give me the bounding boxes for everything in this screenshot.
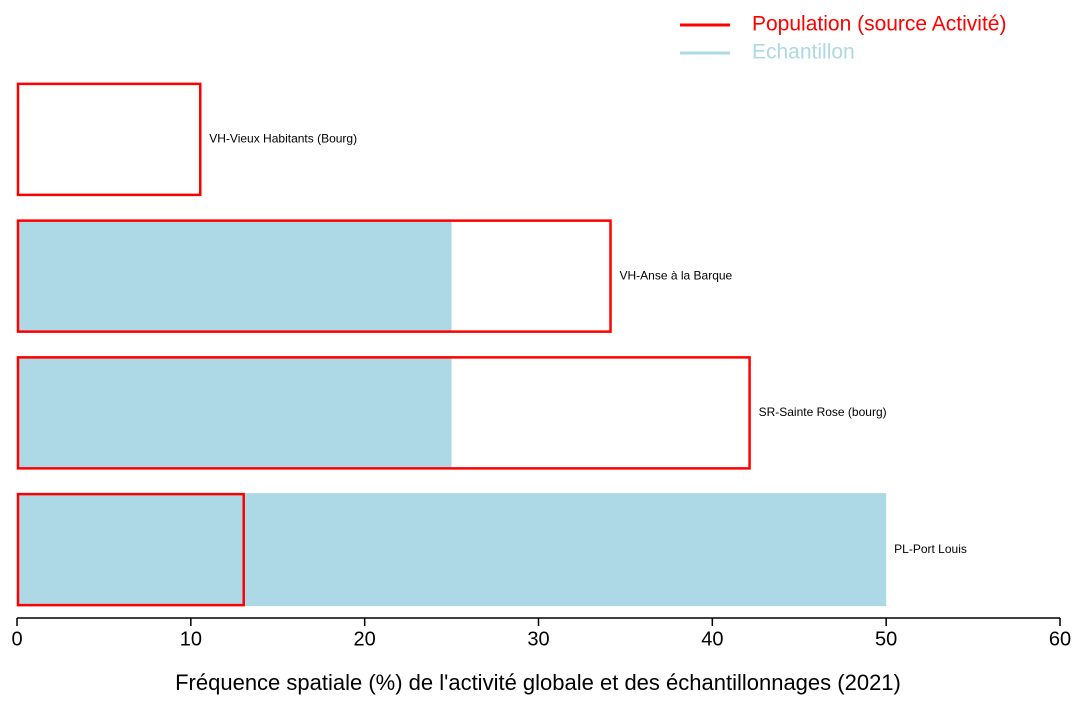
- category-label: SR-Sainte Rose (bourg): [759, 405, 887, 419]
- bar: [17, 219, 452, 333]
- x-tick-label: 60: [1049, 628, 1071, 650]
- bar: [17, 493, 887, 607]
- category-label: VH-Anse à la Barque: [620, 268, 733, 282]
- x-tick-label: 0: [11, 628, 22, 650]
- x-tick-label: 40: [701, 628, 723, 650]
- legend-label: Echantillon: [752, 41, 855, 64]
- category-label: PL-Port Louis: [894, 542, 967, 556]
- x-tick-label: 10: [180, 628, 202, 650]
- x-tick-label: 50: [875, 628, 897, 650]
- x-axis-label: Fréquence spatiale (%) de l'activité glo…: [175, 670, 901, 695]
- x-tick-label: 20: [354, 628, 376, 650]
- bar: [17, 356, 452, 470]
- bar: [16, 82, 202, 197]
- bar: [16, 356, 751, 470]
- category-label: VH-Vieux Habitants (Bourg): [209, 132, 357, 146]
- bar: [16, 219, 612, 333]
- bar: [16, 492, 245, 607]
- legend-label: Population (source Activité): [752, 13, 1006, 36]
- x-tick-label: 30: [527, 628, 549, 650]
